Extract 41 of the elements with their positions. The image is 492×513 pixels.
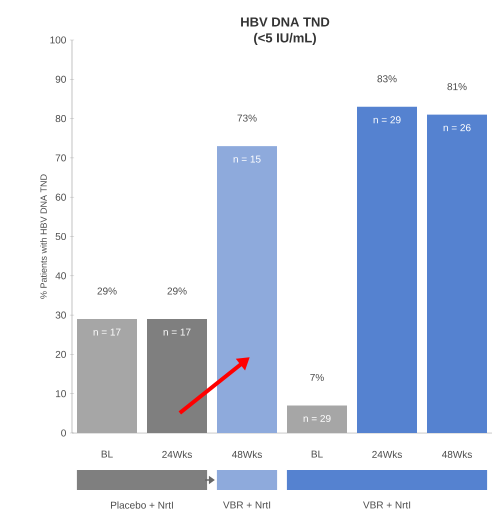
y-tick-label: 20 bbox=[56, 350, 66, 358]
text: Placebo + NrtI bbox=[110, 501, 173, 509]
y-tick-label: 80 bbox=[56, 115, 66, 122]
x-tick-label: BL bbox=[312, 450, 323, 458]
y-tick-label: 40 bbox=[55, 272, 66, 280]
text: VBR + NrtI bbox=[363, 502, 410, 508]
x-tick-label: BL bbox=[102, 450, 113, 458]
annotation: n = 15 bbox=[234, 156, 261, 163]
annotation: n = 29 bbox=[374, 116, 401, 124]
data-label: 7% bbox=[310, 374, 324, 381]
bar bbox=[147, 319, 207, 433]
bar bbox=[287, 405, 348, 433]
y-tick-label: 60 bbox=[56, 194, 66, 201]
chart-subtitle: (<5 IU/mL) bbox=[254, 32, 316, 46]
y-tick-label: 10 bbox=[56, 390, 66, 398]
y-tick-label: 70 bbox=[56, 154, 66, 162]
data-label: 73% bbox=[238, 114, 257, 122]
y-axis-title: % Patients with HBV DNA TND bbox=[40, 174, 47, 299]
x-tick-label: 48Wks bbox=[442, 450, 472, 458]
y-tick-label: 100 bbox=[50, 36, 66, 44]
x-tick-label: 24Wks bbox=[162, 450, 192, 458]
x-tick-label: 24Wks bbox=[372, 450, 402, 458]
text: VBR + NrtI bbox=[223, 502, 270, 508]
y-tick-label: 0 bbox=[61, 429, 66, 437]
annotation: n = 26 bbox=[444, 124, 471, 132]
y-tick-label: 90 bbox=[56, 76, 66, 83]
bar bbox=[357, 106, 418, 433]
chart-title: HBV DNA TND bbox=[241, 18, 330, 26]
x-tick-label: 48Wks bbox=[232, 450, 262, 458]
bar bbox=[427, 114, 488, 433]
data-label: 81% bbox=[447, 83, 467, 90]
bar bbox=[217, 146, 278, 433]
annotation: n = 17 bbox=[164, 328, 191, 336]
y-tick-label: 50 bbox=[56, 232, 66, 240]
data-label: 29% bbox=[97, 287, 117, 295]
data-label: 83% bbox=[377, 75, 397, 82]
data-label: 29% bbox=[167, 287, 187, 295]
bar bbox=[77, 319, 137, 433]
annotation: n = 17 bbox=[94, 328, 121, 336]
y-tick-label: 30 bbox=[56, 312, 66, 319]
annotation: n = 29 bbox=[304, 414, 331, 422]
